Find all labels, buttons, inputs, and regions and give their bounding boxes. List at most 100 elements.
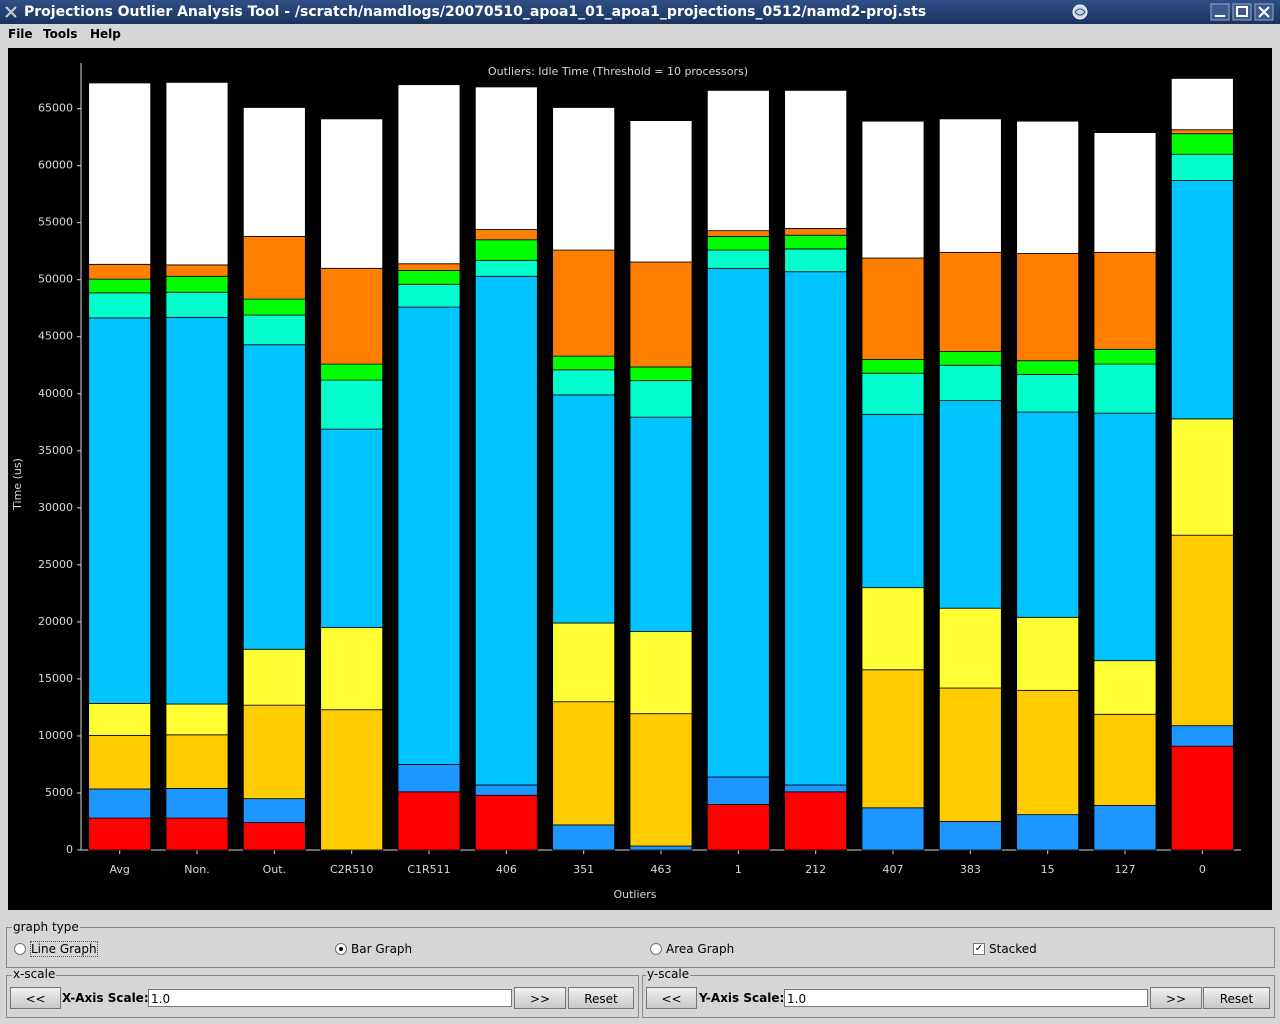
bar-segment (938, 400, 1002, 609)
bar-segment (242, 107, 306, 237)
bar-segment (629, 416, 693, 632)
x-tick-label: 15 (1041, 863, 1055, 876)
bar-segment (474, 275, 538, 786)
increase-button[interactable]: >> (1150, 987, 1202, 1009)
bar-segment (552, 369, 616, 396)
bar-segment (784, 791, 848, 851)
bar-segment (784, 784, 848, 793)
bar-segment (938, 607, 1002, 689)
menu-item[interactable]: Help (90, 27, 121, 41)
bar-segment (861, 587, 925, 671)
y-tick-label: 5000 (45, 786, 73, 799)
bar-segment (88, 317, 152, 704)
bar-segment (861, 372, 925, 415)
scale-label: X-Axis Scale: (62, 991, 149, 1005)
checkbox[interactable] (973, 943, 985, 955)
bar-segment (938, 364, 1002, 402)
bar-segment (706, 803, 770, 851)
bar-segment (397, 263, 461, 271)
bar-segment (784, 248, 848, 273)
increase-button[interactable]: >> (514, 987, 566, 1009)
decrease-button[interactable]: << (10, 987, 61, 1009)
bar-segment (1016, 616, 1080, 691)
y-tick-label: 50000 (38, 273, 73, 286)
bar-segment (397, 791, 461, 851)
window-buttons[interactable] (1210, 3, 1276, 21)
x-scale-group (6, 975, 639, 1018)
bar-segment (706, 249, 770, 269)
scale-input[interactable]: 1.0 (148, 989, 512, 1007)
y-tick-label: 40000 (38, 387, 73, 400)
bar-segment (552, 622, 616, 703)
bar-segment (165, 788, 229, 819)
reset-button[interactable]: Reset (1203, 987, 1270, 1009)
bar-segment (165, 817, 229, 851)
bar-segment (938, 351, 1002, 366)
bar-segment (320, 118, 384, 269)
bar-segment (397, 283, 461, 308)
x-tick-label: 406 (496, 863, 517, 876)
bar-segment (242, 314, 306, 346)
bar-segment (474, 239, 538, 261)
y-tick-label: 30000 (38, 501, 73, 514)
decrease-button[interactable]: << (646, 987, 697, 1009)
radio-option[interactable]: Area Graph (650, 942, 734, 956)
y-tick-label: 15000 (38, 672, 73, 685)
bar-segment (629, 261, 693, 368)
x-tick-label: Out. (263, 863, 286, 876)
bar-segment (1016, 411, 1080, 618)
chart-title: Outliers: Idle Time (Threshold = 10 proc… (488, 65, 748, 78)
menu-item[interactable]: File (8, 27, 33, 41)
bar-segment (1170, 133, 1234, 155)
bar-segment (165, 703, 229, 736)
bar-segment (1170, 180, 1234, 420)
bar-segment (861, 257, 925, 360)
radio-option[interactable]: Bar Graph (335, 942, 412, 956)
group-title: y-scale (646, 967, 691, 981)
x-tick-label: 351 (573, 863, 594, 876)
radio-label[interactable]: Area Graph (666, 942, 735, 956)
bar-segment (552, 107, 616, 251)
bar-segment (242, 822, 306, 851)
menu-item[interactable]: Tools (43, 27, 78, 41)
x-tick-label: Avg (109, 863, 129, 876)
bar-segment (861, 120, 925, 259)
group-title: x-scale (12, 967, 57, 981)
checkbox-label[interactable]: Stacked (989, 942, 1037, 956)
y-tick-label: 60000 (38, 159, 73, 172)
radio[interactable] (14, 943, 26, 955)
bar-segment (861, 807, 925, 851)
bar-segment (165, 291, 229, 318)
bar-segment (1093, 660, 1157, 715)
bar-segment (938, 251, 1002, 352)
radio-option[interactable]: Line Graph (14, 941, 98, 957)
bar-segment (320, 709, 384, 851)
bar-segment (629, 380, 693, 418)
radio[interactable] (650, 943, 662, 955)
bar-segment (474, 259, 538, 277)
bar-segment (1093, 348, 1157, 365)
y-tick-label: 10000 (38, 729, 73, 742)
stacked-checkbox[interactable]: Stacked (973, 942, 1037, 956)
bar-segment (784, 227, 848, 236)
y-axis-label: Time (us) (11, 458, 24, 511)
bar-segment (397, 84, 461, 265)
reset-button[interactable]: Reset (568, 987, 634, 1009)
bar-segment (88, 788, 152, 819)
bar-segment (242, 298, 306, 316)
bar-segment (552, 249, 616, 357)
bar-segment (1016, 253, 1080, 362)
window-title: Projections Outlier Analysis Tool - /scr… (24, 4, 927, 20)
x-axis-label: Outliers (613, 888, 656, 901)
bar-segment (784, 271, 848, 786)
scale-input[interactable]: 1.0 (784, 989, 1148, 1007)
radio[interactable] (335, 943, 347, 955)
radio-label[interactable]: Bar Graph (351, 942, 413, 956)
bar-segment (706, 89, 770, 232)
x-tick-label: C1R511 (407, 863, 450, 876)
bar-segment (165, 275, 229, 293)
bar-segment (552, 394, 616, 624)
radio-label[interactable]: Line Graph (30, 941, 98, 957)
bar-segment (629, 366, 693, 382)
bar-segment (88, 817, 152, 851)
